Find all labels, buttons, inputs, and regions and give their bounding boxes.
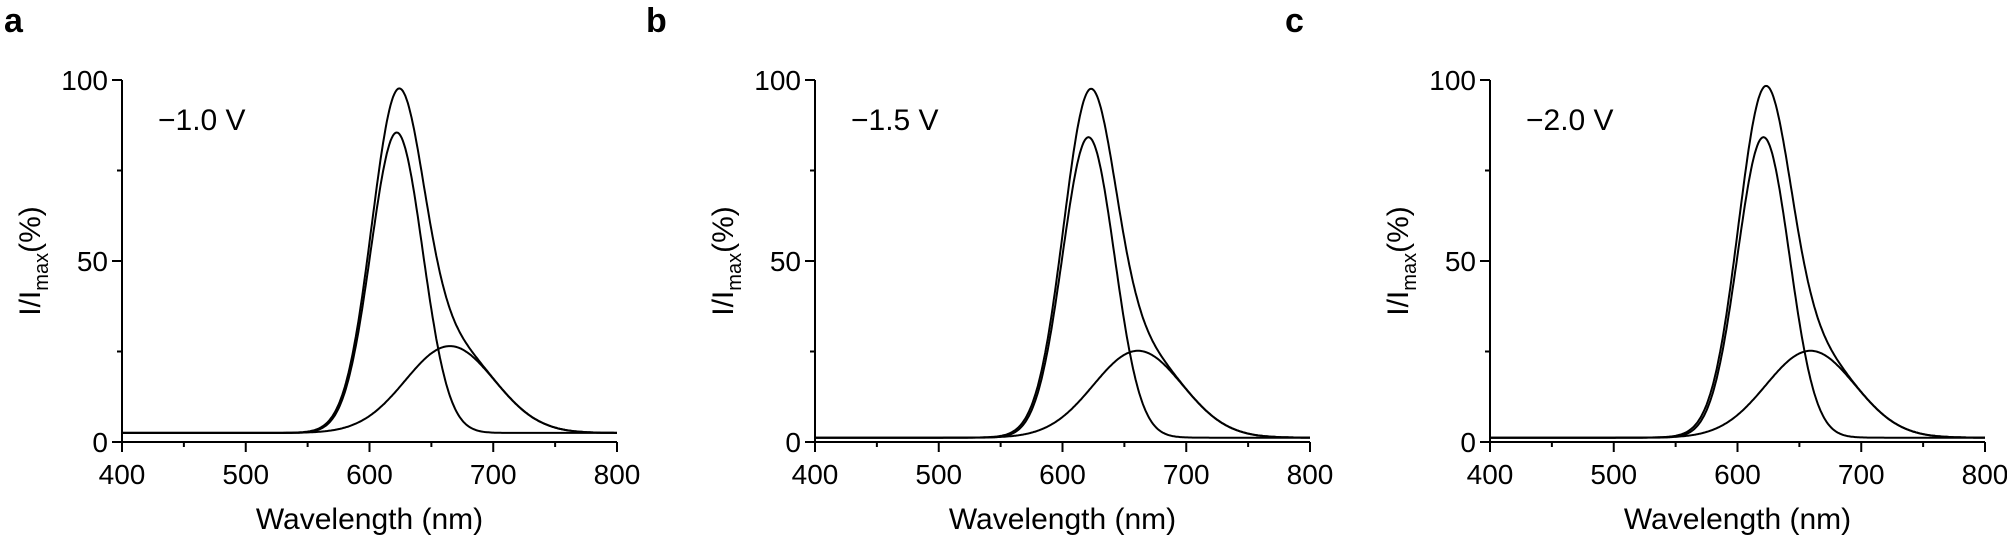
chart-panel-b: b 400 500 600 700 800 0 50 100 Wavelength (nm) I/I… xyxy=(646,2,1333,536)
chart-panel-a: a 400 500 600 700 800 0 50 100 Wavelength (nm) I/I… xyxy=(4,2,640,536)
secondary-peak-line xyxy=(1490,349,1985,439)
x-tick-label: 800 xyxy=(1962,459,2007,490)
main-peak-line xyxy=(1490,136,1985,439)
x-tick-label: 700 xyxy=(1838,459,1885,490)
y-axis-label: I/Imax(%) xyxy=(707,206,746,315)
voltage-annotation: −1.0 V xyxy=(158,104,246,137)
main-peak-line xyxy=(122,131,617,434)
sum-spectrum-line xyxy=(122,87,617,434)
voltage-annotation: −2.0 V xyxy=(1526,104,1614,137)
x-axis-label: Wavelength (nm) xyxy=(1624,503,1851,536)
y-tick-label: 100 xyxy=(1429,65,1476,96)
x-tick-label: 700 xyxy=(1163,459,1210,490)
panel-letter: a xyxy=(4,2,24,40)
sum-spectrum-line xyxy=(1490,84,1985,439)
y-axis-label: I/Imax(%) xyxy=(1382,206,1421,315)
x-tick-label: 600 xyxy=(1714,459,1761,490)
y-tick-label: 50 xyxy=(770,246,801,277)
x-tick-label: 400 xyxy=(1467,459,1514,490)
y-tick-label: 50 xyxy=(77,246,108,277)
panel-letter: c xyxy=(1285,2,1304,40)
y-tick-label: 0 xyxy=(92,427,108,458)
secondary-peak-line xyxy=(122,345,617,434)
panel-letter: b xyxy=(646,2,667,40)
x-tick-label: 500 xyxy=(222,459,269,490)
x-axis-label: Wavelength (nm) xyxy=(256,503,483,536)
x-tick-label: 800 xyxy=(1287,459,1334,490)
y-tick-label: 50 xyxy=(1445,246,1476,277)
x-tick-label: 500 xyxy=(1590,459,1637,490)
x-tick-label: 600 xyxy=(1039,459,1086,490)
sum-spectrum-line xyxy=(815,87,1310,439)
y-tick-label: 100 xyxy=(61,65,108,96)
x-tick-label: 600 xyxy=(346,459,393,490)
x-tick-label: 700 xyxy=(470,459,517,490)
secondary-peak-line xyxy=(815,349,1310,439)
y-axis-label: I/Imax(%) xyxy=(14,206,53,315)
x-tick-label: 500 xyxy=(915,459,962,490)
voltage-annotation: −1.5 V xyxy=(851,104,939,137)
x-axis-label: Wavelength (nm) xyxy=(949,503,1176,536)
y-tick-label: 0 xyxy=(1460,427,1476,458)
x-tick-label: 400 xyxy=(792,459,839,490)
x-tick-label: 400 xyxy=(99,459,146,490)
y-tick-label: 0 xyxy=(785,427,801,458)
y-tick-label: 100 xyxy=(754,65,801,96)
x-tick-label: 800 xyxy=(594,459,641,490)
chart-panel-c: c 400 500 600 700 800 0 50 100 Wavelength (nm) I/I… xyxy=(1285,2,2007,536)
main-peak-line xyxy=(815,136,1310,439)
